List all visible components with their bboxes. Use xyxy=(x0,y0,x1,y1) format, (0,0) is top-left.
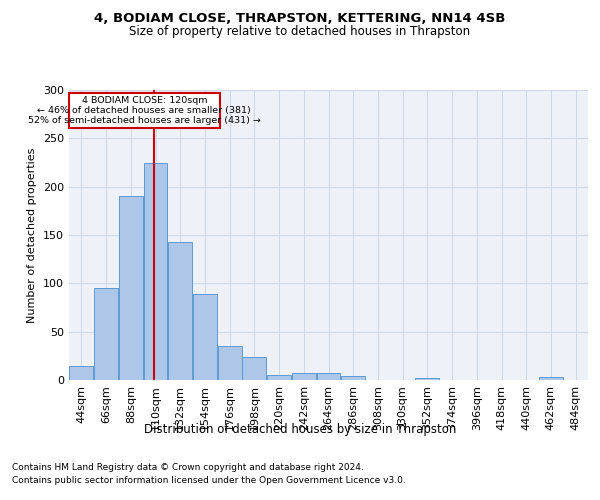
Bar xyxy=(70,366,94,380)
Text: Distribution of detached houses by size in Thrapston: Distribution of detached houses by size … xyxy=(144,422,456,436)
Bar xyxy=(292,373,316,380)
FancyBboxPatch shape xyxy=(69,93,220,128)
Bar xyxy=(267,375,291,380)
Text: 4, BODIAM CLOSE, THRAPSTON, KETTERING, NN14 4SB: 4, BODIAM CLOSE, THRAPSTON, KETTERING, N… xyxy=(94,12,506,26)
Bar xyxy=(415,378,439,380)
Bar xyxy=(94,288,118,380)
Bar xyxy=(539,377,563,380)
Y-axis label: Number of detached properties: Number of detached properties xyxy=(28,148,37,322)
Bar xyxy=(193,294,217,380)
Text: 52% of semi-detached houses are larger (431) →: 52% of semi-detached houses are larger (… xyxy=(28,116,261,124)
Text: Size of property relative to detached houses in Thrapston: Size of property relative to detached ho… xyxy=(130,25,470,38)
Bar xyxy=(218,346,242,380)
Bar xyxy=(143,162,167,380)
Bar xyxy=(242,357,266,380)
Bar xyxy=(317,373,340,380)
Text: ← 46% of detached houses are smaller (381): ← 46% of detached houses are smaller (38… xyxy=(37,106,251,115)
Bar xyxy=(119,196,143,380)
Text: 4 BODIAM CLOSE: 120sqm: 4 BODIAM CLOSE: 120sqm xyxy=(82,96,207,105)
Bar xyxy=(168,242,192,380)
Text: Contains public sector information licensed under the Open Government Licence v3: Contains public sector information licen… xyxy=(12,476,406,485)
Text: Contains HM Land Registry data © Crown copyright and database right 2024.: Contains HM Land Registry data © Crown c… xyxy=(12,462,364,471)
Bar xyxy=(341,376,365,380)
